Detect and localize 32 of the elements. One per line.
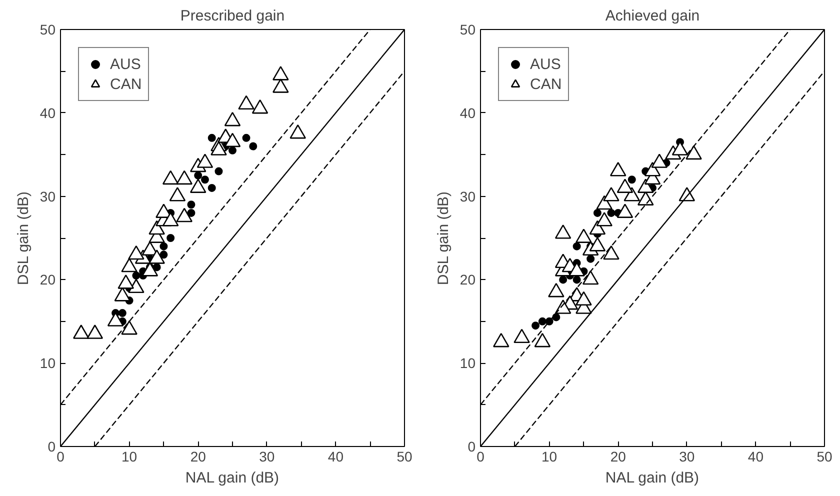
- y-tick-label: 50: [40, 22, 56, 38]
- y-axis-title: DSL gain (dB): [14, 191, 32, 286]
- x-tick-label: 20: [190, 448, 206, 464]
- x-tick-label: 10: [542, 448, 558, 464]
- y-tick-label: 40: [460, 104, 476, 121]
- x-tick-label: 10: [122, 448, 138, 464]
- legend-label: AUS: [530, 56, 561, 72]
- y-tick-label: 20: [40, 272, 56, 288]
- y-tick-label: 0: [468, 438, 476, 454]
- y-tick-label: 30: [40, 188, 56, 204]
- y-tick-label: 10: [460, 355, 476, 372]
- y-tick-label: 40: [40, 104, 56, 121]
- x-tick-label: 50: [816, 448, 832, 464]
- x-tick-label: 30: [259, 448, 275, 464]
- y-tick-label: 50: [460, 22, 476, 38]
- x-tick-label: 40: [328, 448, 344, 464]
- y-tick-label: 20: [460, 272, 476, 288]
- x-tick-label: 40: [748, 448, 764, 464]
- legend-label: CAN: [110, 76, 142, 92]
- x-axis-title: NAL gain (dB): [605, 470, 700, 486]
- y-tick-label: 10: [40, 355, 56, 372]
- x-tick-label: 30: [679, 448, 695, 464]
- y-tick-label: 30: [460, 188, 476, 204]
- x-tick-label: 20: [610, 448, 626, 464]
- x-axis-title: NAL gain (dB): [185, 470, 280, 486]
- chart-title: Prescribed gain: [180, 8, 285, 24]
- x-tick-label: 50: [396, 448, 412, 464]
- y-tick-label: 0: [48, 438, 56, 454]
- chart-title: Achieved gain: [605, 8, 700, 24]
- legend-label: CAN: [530, 76, 562, 92]
- y-axis-title: DSL gain (dB): [434, 191, 452, 286]
- legend-label: AUS: [110, 56, 141, 72]
